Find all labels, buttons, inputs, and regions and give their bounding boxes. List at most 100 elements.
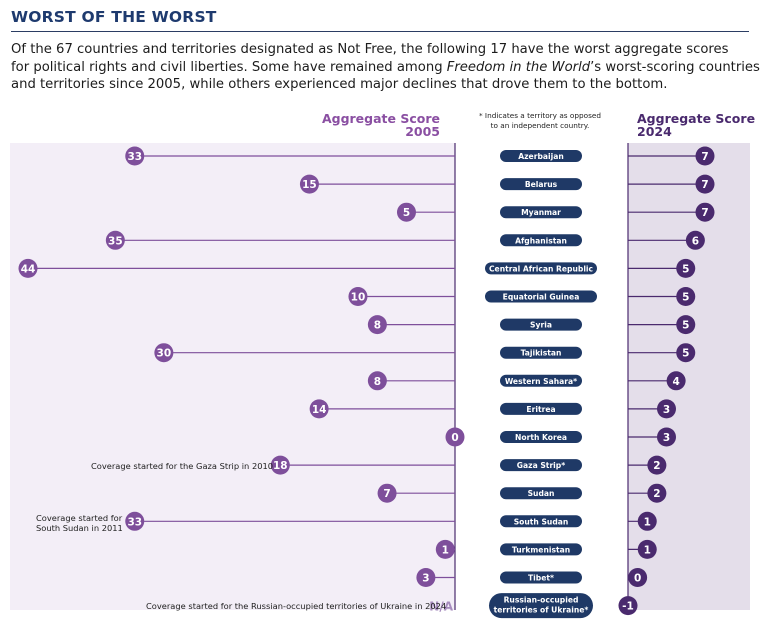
score-2024-label: 5: [682, 263, 689, 275]
score-2024-dot: [695, 174, 715, 194]
score-2024-dot: [637, 539, 657, 559]
country-pill-gaza-strip: [500, 459, 582, 472]
score-2005-dot: [377, 483, 397, 503]
score-2005-dot: [348, 287, 368, 306]
score-2024-dot: [676, 287, 696, 306]
country-label: Gaza Strip*: [517, 461, 565, 470]
country-pill-sudan: [500, 487, 582, 500]
score-2005-label: 18: [273, 460, 288, 472]
country-pill-azerbaijan: [500, 150, 582, 162]
country-label: North Korea: [515, 433, 567, 442]
score-2024-label: 5: [682, 348, 689, 360]
score-2005-dot: [416, 568, 436, 587]
score-2005-dot: [309, 399, 329, 419]
score-2005-dot: [18, 258, 38, 278]
annotation-south-sudan-line-2: South Sudan in 2011: [36, 523, 123, 533]
intro-line-2-end: ’s worst-scoring countries: [590, 59, 760, 75]
territory-note-line-1: * Indicates a territory as opposed: [478, 111, 602, 120]
country-label: territories of Ukraine*: [494, 606, 589, 615]
score-2024-dot: [628, 568, 648, 587]
score-2005-label: 15: [302, 179, 317, 191]
title-divider: [11, 31, 749, 32]
country-label: Tajikistan: [521, 349, 562, 358]
score-2005-dot: [125, 511, 145, 531]
score-2005-label: 30: [157, 348, 172, 360]
right-axis-header: Aggregate Score 2024: [637, 112, 757, 138]
score-2024-dot: [647, 455, 667, 475]
score-2005-label: 33: [127, 516, 142, 528]
score-2005-dot: [154, 343, 174, 363]
score-2005-label: 44: [21, 263, 36, 275]
score-2024-label: 3: [663, 432, 670, 444]
score-2024-dot: [676, 343, 696, 363]
score-2005-label: 10: [351, 292, 366, 304]
right-header-title: Aggregate Score: [637, 111, 756, 126]
country-pill-central-african-republic: [485, 262, 597, 275]
country-pill-belarus: [500, 178, 582, 191]
score-2024-label: 3: [663, 404, 670, 416]
intro-line-1: Of the 67 countries and territories desi…: [11, 42, 729, 57]
score-2005-dot: [299, 174, 319, 194]
annotation-south-sudan: Coverage started for South Sudan in 2011: [36, 513, 123, 533]
country-label: Western Sahara*: [505, 377, 577, 386]
country-pill-syria: [500, 318, 582, 331]
intro-line-3: and territories since 2005, while others…: [11, 77, 668, 92]
country-label: Syria: [530, 321, 552, 330]
country-label: Russian-occupied: [504, 596, 579, 605]
score-2005-dot: [125, 146, 145, 166]
country-label: Myanmar: [521, 208, 561, 217]
score-2024-label: 2: [653, 488, 660, 500]
intro-line-2-start: for political rights and civil liberties…: [11, 59, 447, 75]
score-2005-na-label: N/A: [429, 600, 453, 614]
left-axis-header: Aggregate Score 2005: [300, 112, 440, 138]
right-header-year: 2024: [637, 124, 672, 139]
page-title: WORST OF THE WORST: [11, 8, 217, 26]
score-2005-label: 7: [383, 488, 390, 500]
country-pill-myanmar: [500, 206, 582, 219]
annotation-gaza: Coverage started for the Gaza Strip in 2…: [91, 461, 274, 471]
score-2024-dot: [676, 258, 696, 278]
territory-note-line-2: to an independent country.: [490, 120, 590, 130]
score-2005-dot: [270, 455, 290, 475]
country-label: Tibet*: [528, 574, 554, 583]
country-pill-afghanistan: [500, 234, 582, 247]
score-2024-dot: [666, 371, 686, 391]
score-2024-label: 2: [653, 460, 660, 472]
annotation-ukraine: Coverage started for the Russian-occupie…: [146, 601, 447, 611]
score-2005-dot: [396, 202, 416, 222]
score-2024-label: 6: [692, 235, 699, 247]
score-2005-label: 3: [422, 573, 429, 585]
score-2024-dot: [695, 202, 715, 222]
country-label: Azerbaijan: [518, 152, 564, 161]
country-label: Eritrea: [526, 405, 555, 414]
left-header-title: Aggregate Score: [321, 111, 440, 126]
score-2024-dot: [618, 596, 638, 616]
score-2024-label: 5: [682, 292, 689, 304]
score-2005-label: 1: [442, 544, 449, 556]
intro-paragraph: Of the 67 countries and territories desi…: [11, 41, 760, 94]
score-2024-dot: [637, 511, 657, 531]
score-2024-label: 7: [701, 151, 708, 163]
score-2005-dot: [105, 230, 125, 250]
country-pill-turkmenistan: [500, 543, 582, 556]
score-2005-label: 8: [374, 320, 381, 332]
score-2024-dot: [685, 230, 705, 250]
country-pill-eritrea: [500, 402, 582, 415]
country-pill-equatorial-guinea: [485, 290, 597, 303]
country-label: Sudan: [528, 489, 555, 498]
left-panel-background: [10, 143, 455, 610]
score-2024-dot: [657, 427, 676, 447]
score-2005-label: 35: [108, 235, 123, 247]
score-2024-dot: [676, 315, 696, 335]
score-2005-dot: [435, 539, 455, 559]
country-label: Turkmenistan: [512, 545, 570, 554]
score-2005-label: 33: [127, 151, 142, 163]
annotation-south-sudan-line-1: Coverage started for: [36, 513, 123, 523]
score-2005-label: 5: [403, 207, 410, 219]
country-pill-western-sahara: [500, 374, 582, 387]
intro-report-title: Freedom in the World: [446, 59, 591, 75]
score-2005-dot: [367, 315, 387, 335]
country-pill-tajikistan: [500, 346, 582, 359]
score-2024-dot: [695, 146, 715, 166]
